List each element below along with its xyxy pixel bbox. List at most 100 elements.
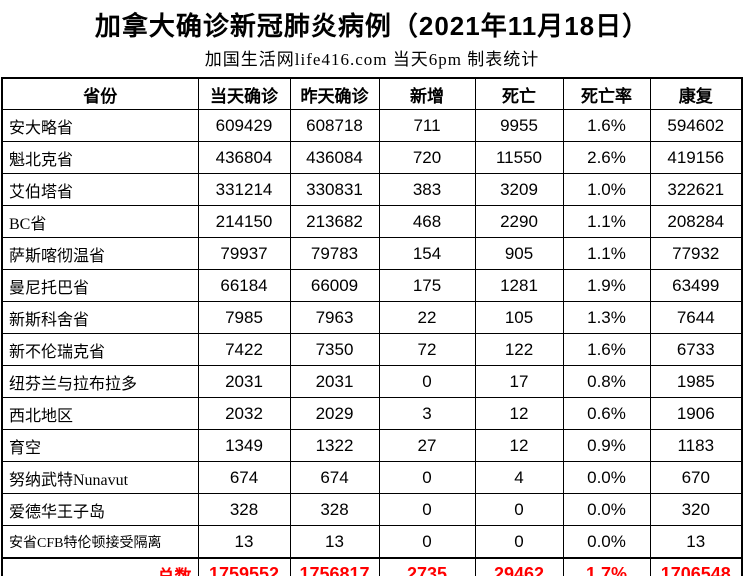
death-rate: 0.9% bbox=[562, 429, 651, 462]
yesterday-confirmed: 1322 bbox=[289, 429, 380, 462]
province-name: 安大略省 bbox=[1, 109, 199, 142]
new-cases: 3 bbox=[378, 397, 476, 430]
yesterday-confirmed: 213682 bbox=[289, 205, 380, 238]
death-rate: 1.0% bbox=[562, 173, 651, 206]
recovered: 320 bbox=[649, 493, 743, 526]
table-row-yukon: 育空 1349 1322 27 12 0.9% 1183 bbox=[1, 429, 743, 462]
today-confirmed: 1349 bbox=[197, 429, 291, 462]
deaths: 122 bbox=[474, 333, 564, 366]
death-rate: 2.6% bbox=[562, 141, 651, 174]
today-confirmed: 214150 bbox=[197, 205, 291, 238]
deaths: 1281 bbox=[474, 269, 564, 302]
total-deaths: 29462 bbox=[474, 557, 564, 576]
deaths: 17 bbox=[474, 365, 564, 398]
recovered: 7644 bbox=[649, 301, 743, 334]
yesterday-confirmed: 2029 bbox=[289, 397, 380, 430]
new-cases: 383 bbox=[378, 173, 476, 206]
table-row-nunavut: 努纳武特Nunavut 674 674 0 4 0.0% 670 bbox=[1, 461, 743, 494]
death-rate: 1.6% bbox=[562, 109, 651, 142]
death-rate: 1.6% bbox=[562, 333, 651, 366]
total-new-cases: 2735 bbox=[378, 557, 476, 576]
new-cases: 175 bbox=[378, 269, 476, 302]
recovered: 1183 bbox=[649, 429, 743, 462]
recovered: 1906 bbox=[649, 397, 743, 430]
new-cases: 468 bbox=[378, 205, 476, 238]
today-confirmed: 2032 bbox=[197, 397, 291, 430]
recovered: 13 bbox=[649, 525, 743, 559]
table-row-quebec: 魁北克省 436804 436084 720 11550 2.6% 419156 bbox=[1, 141, 743, 174]
table-row-northwest-territories: 西北地区 2032 2029 3 12 0.6% 1906 bbox=[1, 397, 743, 430]
today-confirmed: 79937 bbox=[197, 237, 291, 270]
deaths: 4 bbox=[474, 461, 564, 494]
recovered: 6733 bbox=[649, 333, 743, 366]
province-name: 艾伯塔省 bbox=[1, 173, 199, 206]
yesterday-confirmed: 674 bbox=[289, 461, 380, 494]
new-cases: 154 bbox=[378, 237, 476, 270]
yesterday-confirmed: 2031 bbox=[289, 365, 380, 398]
recovered: 208284 bbox=[649, 205, 743, 238]
today-confirmed: 7422 bbox=[197, 333, 291, 366]
death-rate: 1.1% bbox=[562, 237, 651, 270]
death-rate: 1.3% bbox=[562, 301, 651, 334]
yesterday-confirmed: 7350 bbox=[289, 333, 380, 366]
recovered: 670 bbox=[649, 461, 743, 494]
yesterday-confirmed: 608718 bbox=[289, 109, 380, 142]
death-rate: 1.9% bbox=[562, 269, 651, 302]
recovered: 1985 bbox=[649, 365, 743, 398]
today-confirmed: 331214 bbox=[197, 173, 291, 206]
page-subtitle: 加国生活网life416.com 当天6pm 制表统计 bbox=[204, 50, 540, 69]
province-name: 魁北克省 bbox=[1, 141, 199, 174]
new-cases: 720 bbox=[378, 141, 476, 174]
deaths: 0 bbox=[474, 493, 564, 526]
new-cases: 0 bbox=[378, 525, 476, 559]
table-row-alberta: 艾伯塔省 331214 330831 383 3209 1.0% 322621 bbox=[1, 173, 743, 206]
death-rate: 0.0% bbox=[562, 461, 651, 494]
deaths: 9955 bbox=[474, 109, 564, 142]
new-cases: 0 bbox=[378, 461, 476, 494]
province-name: 纽芬兰与拉布拉多 bbox=[1, 365, 199, 398]
today-confirmed: 674 bbox=[197, 461, 291, 494]
table-row-nova-scotia: 新斯科舍省 7985 7963 22 105 1.3% 7644 bbox=[1, 301, 743, 334]
table-row-new-brunswick: 新不伦瑞克省 7422 7350 72 122 1.6% 6733 bbox=[1, 333, 743, 366]
deaths: 12 bbox=[474, 397, 564, 430]
yesterday-confirmed: 328 bbox=[289, 493, 380, 526]
today-confirmed: 7985 bbox=[197, 301, 291, 334]
province-name: 新不伦瑞克省 bbox=[1, 333, 199, 366]
today-confirmed: 609429 bbox=[197, 109, 291, 142]
yesterday-confirmed: 7963 bbox=[289, 301, 380, 334]
death-rate: 0.0% bbox=[562, 525, 651, 559]
total-today-confirmed: 1759552 bbox=[197, 557, 291, 576]
province-name: 努纳武特Nunavut bbox=[1, 461, 199, 494]
table-row-cfb-trenton-quarantine: 安省CFB特伦顿接受隔离 13 13 0 0 0.0% 13 bbox=[1, 525, 743, 559]
death-rate: 0.8% bbox=[562, 365, 651, 398]
total-yesterday-confirmed: 1756817 bbox=[289, 557, 380, 576]
deaths: 905 bbox=[474, 237, 564, 270]
col-header-new-cases: 新增 bbox=[378, 77, 476, 110]
deaths: 2290 bbox=[474, 205, 564, 238]
today-confirmed: 328 bbox=[197, 493, 291, 526]
col-header-death-rate: 死亡率 bbox=[562, 77, 651, 110]
province-name: 曼尼托巴省 bbox=[1, 269, 199, 302]
province-name: 育空 bbox=[1, 429, 199, 462]
yesterday-confirmed: 436084 bbox=[289, 141, 380, 174]
deaths: 12 bbox=[474, 429, 564, 462]
deaths: 3209 bbox=[474, 173, 564, 206]
yesterday-confirmed: 66009 bbox=[289, 269, 380, 302]
table-row-total: 总数 1759552 1756817 2735 29462 1.7% 17065… bbox=[1, 557, 743, 576]
table-row-ontario: 安大略省 609429 608718 711 9955 1.6% 594602 bbox=[1, 109, 743, 142]
province-name: 萨斯喀彻温省 bbox=[1, 237, 199, 270]
today-confirmed: 13 bbox=[197, 525, 291, 559]
table-row-bc: BC省 214150 213682 468 2290 1.1% 208284 bbox=[1, 205, 743, 238]
yesterday-confirmed: 330831 bbox=[289, 173, 380, 206]
province-name: 新斯科舍省 bbox=[1, 301, 199, 334]
death-rate: 0.0% bbox=[562, 493, 651, 526]
total-death-rate: 1.7% bbox=[562, 557, 651, 576]
province-name: 爱德华王子岛 bbox=[1, 493, 199, 526]
province-name: 西北地区 bbox=[1, 397, 199, 430]
new-cases: 0 bbox=[378, 365, 476, 398]
recovered: 77932 bbox=[649, 237, 743, 270]
header-row: 省份 当天确诊 昨天确诊 新增 死亡 死亡率 康复 bbox=[1, 77, 743, 110]
table-row-pei: 爱德华王子岛 328 328 0 0 0.0% 320 bbox=[1, 493, 743, 526]
new-cases: 72 bbox=[378, 333, 476, 366]
